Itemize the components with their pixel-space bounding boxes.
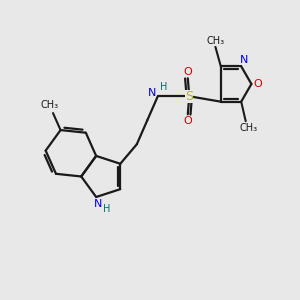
Text: O: O xyxy=(254,79,262,89)
Text: O: O xyxy=(183,116,192,126)
Text: S: S xyxy=(185,90,193,103)
Text: N: N xyxy=(239,55,248,65)
Text: CH₃: CH₃ xyxy=(40,100,58,110)
Text: H: H xyxy=(160,82,167,92)
Text: CH₃: CH₃ xyxy=(206,36,224,46)
Text: H: H xyxy=(103,204,110,214)
Text: N: N xyxy=(94,199,103,208)
Text: CH₃: CH₃ xyxy=(240,123,258,133)
Text: O: O xyxy=(183,67,192,77)
Text: N: N xyxy=(148,88,156,98)
